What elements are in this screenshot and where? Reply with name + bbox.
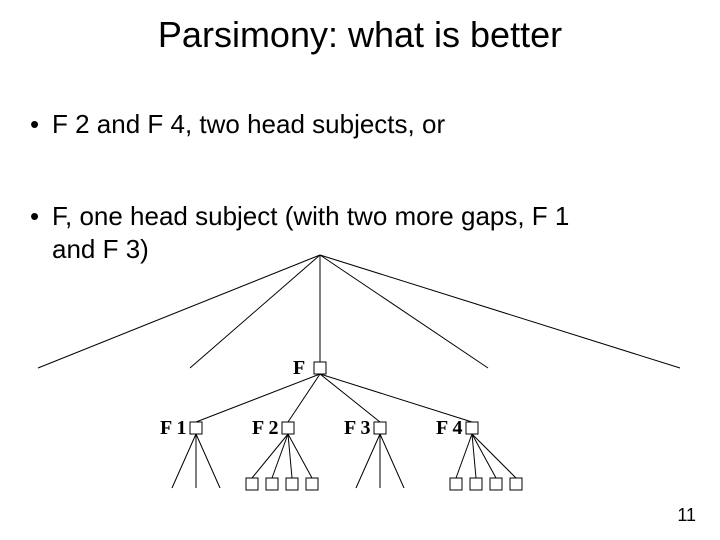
edge [196, 374, 320, 422]
edge [38, 255, 320, 368]
tree-diagram: F F 1 F 2 F 3 F 4 [0, 0, 720, 540]
node-label-f4: F 4 [436, 417, 462, 439]
edge [320, 255, 488, 368]
edge [320, 374, 380, 422]
page-number: 11 [677, 505, 696, 526]
edge [288, 374, 320, 422]
edge [190, 255, 320, 368]
leaf-box [246, 478, 258, 490]
node-label-f: F [293, 357, 305, 379]
leaf-box [266, 478, 278, 490]
edge [320, 255, 680, 368]
edge [196, 434, 220, 488]
edge [272, 434, 288, 478]
node-box-f2 [282, 422, 294, 434]
edge [172, 434, 196, 488]
slide: Parsimony: what is better •F 2 and F 4, … [0, 0, 720, 540]
node-label-f2: F 2 [252, 417, 278, 439]
node-box-f [314, 362, 326, 374]
leaf-box [510, 478, 522, 490]
leaf-box [450, 478, 462, 490]
node-label-f3: F 3 [344, 417, 370, 439]
leaf-box [306, 478, 318, 490]
leaf-box [470, 478, 482, 490]
node-box-f1 [190, 422, 202, 434]
edge [380, 434, 404, 488]
edge [252, 434, 288, 478]
node-label-f1: F 1 [160, 417, 186, 439]
edge [356, 434, 380, 488]
node-box-f4 [466, 422, 478, 434]
leaf-box [490, 478, 502, 490]
leaf-box [286, 478, 298, 490]
edge [320, 374, 472, 422]
edge [456, 434, 472, 478]
node-box-f3 [374, 422, 386, 434]
edge [472, 434, 516, 478]
